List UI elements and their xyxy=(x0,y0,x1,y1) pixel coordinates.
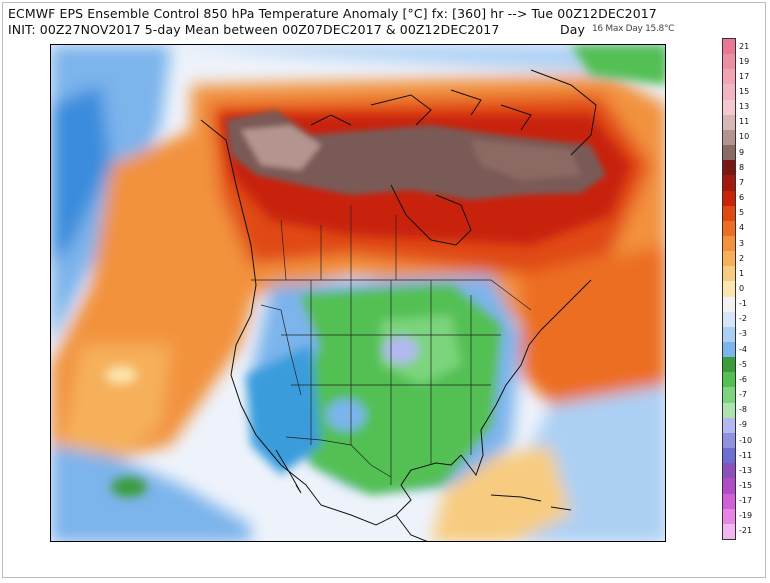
legend-label: 0 xyxy=(739,284,745,293)
anomaly-field-core xyxy=(226,110,606,200)
legend-swatch xyxy=(723,84,735,101)
legend-label: 7 xyxy=(739,177,745,187)
legend-swatch xyxy=(723,114,735,131)
legend-label: -8 xyxy=(739,405,747,415)
legend-label: 4 xyxy=(739,223,745,233)
legend-swatch xyxy=(723,296,735,313)
legend-label: 2 xyxy=(739,253,745,263)
max-day-label: 16 Max Day 15.8°C xyxy=(592,24,675,34)
legend-colorbar xyxy=(722,38,736,540)
legend-label: 9 xyxy=(739,147,745,157)
legend-label: -3 xyxy=(739,329,747,339)
legend-swatch xyxy=(723,342,735,358)
legend-swatch xyxy=(723,463,735,479)
legend-swatch xyxy=(723,220,735,237)
legend-label: 1 xyxy=(739,268,745,278)
legend-swatch xyxy=(723,190,735,207)
legend-swatch xyxy=(723,129,735,146)
map-title: ECMWF EPS Ensemble Control 850 hPa Tempe… xyxy=(8,6,657,21)
legend-label: 19 xyxy=(739,56,750,66)
legend-swatch xyxy=(723,235,735,252)
legend-label: -17 xyxy=(739,496,753,506)
legend-swatch xyxy=(723,175,735,191)
legend-swatch xyxy=(723,251,735,267)
legend-swatch xyxy=(723,160,735,176)
legend-label: -6 xyxy=(739,374,747,384)
legend-swatch xyxy=(723,372,735,388)
anomaly-map xyxy=(50,44,666,542)
political-borders xyxy=(251,205,532,485)
legend-label: -11 xyxy=(739,450,753,460)
legend-swatch xyxy=(723,326,735,343)
legend-label: -4 xyxy=(739,344,747,354)
legend-label: 8 xyxy=(739,162,745,172)
legend-swatch xyxy=(723,417,735,434)
legend-swatch xyxy=(723,281,735,298)
legend-label: -19 xyxy=(739,511,753,521)
coastlines xyxy=(200,69,597,541)
legend-swatch xyxy=(723,99,735,116)
legend-swatch xyxy=(723,448,735,464)
legend-label: -13 xyxy=(739,465,753,475)
legend-swatch xyxy=(723,357,735,373)
legend-label: 21 xyxy=(739,41,750,51)
legend-swatch xyxy=(723,523,735,540)
legend-label: 13 xyxy=(739,102,750,112)
legend-swatch xyxy=(723,39,735,55)
legend-label: -9 xyxy=(739,420,747,430)
legend-swatch xyxy=(723,311,735,328)
legend-swatch xyxy=(723,145,735,161)
map-subtitle: INIT: 00Z27NOV2017 5-day Mean between 00… xyxy=(8,22,500,37)
legend-swatch xyxy=(723,54,735,70)
legend-swatch xyxy=(723,402,735,419)
anomaly-map-svg xyxy=(51,45,665,541)
day-label: Day xyxy=(560,22,585,37)
legend-label: -2 xyxy=(739,314,747,324)
legend-label: -5 xyxy=(739,359,747,369)
legend-label: 3 xyxy=(739,238,745,248)
legend-label: 17 xyxy=(739,71,750,81)
legend-label: 5 xyxy=(739,208,745,218)
legend-label: -15 xyxy=(739,480,753,490)
legend-swatch xyxy=(723,266,735,282)
legend-swatch xyxy=(723,69,735,85)
legend-label: -21 xyxy=(739,526,753,536)
legend-label: 10 xyxy=(739,132,750,142)
legend-swatch xyxy=(723,387,735,404)
legend-swatch xyxy=(723,508,735,525)
legend-label: 6 xyxy=(739,193,745,203)
legend-swatch xyxy=(723,478,735,495)
legend-swatch xyxy=(723,432,735,449)
legend-swatch xyxy=(723,205,735,222)
legend-label: 11 xyxy=(739,117,750,127)
legend-label: 15 xyxy=(739,87,750,97)
legend-label: -7 xyxy=(739,390,747,400)
legend-label: -1 xyxy=(739,299,747,309)
legend-label: -10 xyxy=(739,435,753,445)
legend-swatch xyxy=(723,493,735,510)
